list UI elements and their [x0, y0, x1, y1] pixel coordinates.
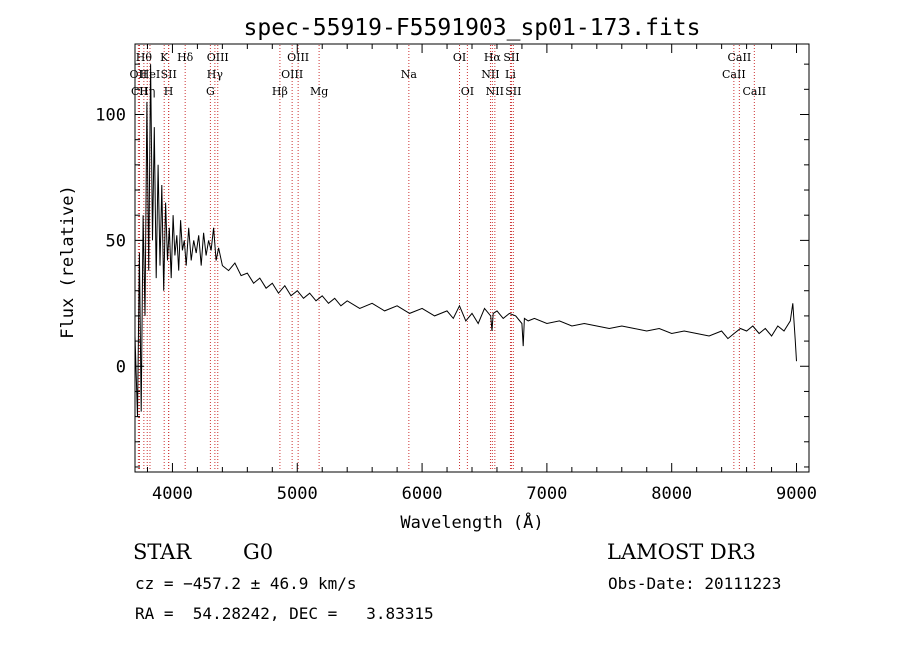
line-label-5: K — [160, 51, 169, 64]
x-tick-label: 8000 — [651, 484, 692, 504]
observation-date: Obs-Date: 20111223 — [608, 574, 782, 593]
object-subclass: G0 — [243, 540, 274, 564]
survey-name: LAMOST DR3 — [607, 540, 756, 564]
spectral-line-markers — [137, 45, 755, 471]
line-label-12: Hβ — [272, 85, 288, 98]
line-label-4: HeI — [140, 68, 160, 81]
line-label-8: Hδ — [177, 51, 194, 64]
redshift-cz: cz = −457.2 ± 46.9 km/s — [135, 574, 357, 593]
y-tick-label: 0 — [116, 357, 126, 377]
line-label-7: H — [164, 85, 174, 98]
x-axis-label: Wavelength (Å) — [400, 511, 543, 533]
line-label-16: Na — [401, 68, 418, 81]
line-label-18: OI — [461, 85, 474, 98]
line-label-6: SII — [161, 68, 177, 81]
y-tick-label: 100 — [95, 105, 126, 125]
line-label-19: Hα — [484, 51, 502, 64]
line-label-0: OII — [130, 68, 148, 81]
spectrum-line — [134, 64, 797, 417]
line-label-11: G — [206, 85, 215, 98]
line-label-22: Li — [505, 68, 516, 81]
plot-frame — [134, 43, 810, 473]
line-label-15: Mg — [310, 85, 328, 98]
line-label-9: OIII — [207, 51, 229, 64]
x-tick-label: 7000 — [526, 484, 567, 504]
line-label-24: SII — [505, 85, 521, 98]
line-label-21: NII — [481, 68, 499, 81]
chart-title: spec-55919-F5591903_sp01-173.fits — [244, 15, 701, 41]
line-label-3: Hη — [139, 85, 155, 98]
line-label-27: CaII — [742, 85, 766, 98]
x-tick-label: 5000 — [277, 484, 318, 504]
x-tick-label: 9000 — [776, 484, 817, 504]
line-label-14: OIII — [281, 68, 303, 81]
ra-dec: RA = 54.28242, DEC = 3.83315 — [135, 604, 434, 623]
y-axis-label: Flux (relative) — [58, 185, 78, 339]
line-label-13: OIII — [287, 51, 309, 64]
line-label-26: CaII — [722, 68, 746, 81]
y-axis: 0 50 100 — [95, 63, 809, 468]
line-label-2: Hθ — [136, 51, 153, 64]
y-tick-label: 50 — [106, 231, 126, 251]
line-label-23: NII — [486, 85, 504, 98]
x-tick-label: 6000 — [402, 484, 443, 504]
object-class: STAR — [133, 540, 192, 564]
line-label-17: OI — [453, 51, 466, 64]
line-label-25: CaII — [728, 51, 752, 64]
line-label-20: SII — [503, 51, 519, 64]
x-tick-label: 4000 — [152, 484, 193, 504]
line-label-10: Hγ — [207, 68, 224, 81]
x-axis: 4000 5000 6000 7000 8000 9000 — [146, 44, 817, 504]
